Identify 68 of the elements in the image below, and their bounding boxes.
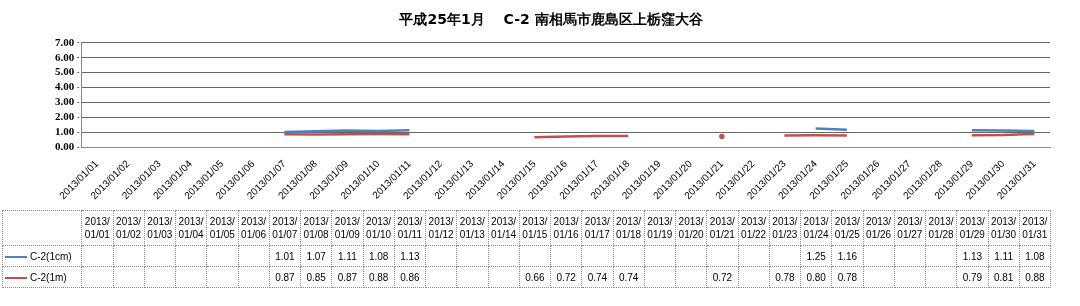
category-label: 2013/01/17 xyxy=(584,216,610,240)
data-label: 0.81 xyxy=(988,266,1020,288)
y-tick-label: 6.00 xyxy=(55,50,75,63)
category-label: 2013/01/14 xyxy=(491,216,517,240)
category-label: 2013/01/06 xyxy=(241,216,267,240)
category-label: 2013/01/23 xyxy=(772,216,798,240)
data-label: 0.66 xyxy=(519,266,551,288)
data-label: 0.87 xyxy=(331,266,363,288)
data-label: 0.88 xyxy=(1019,266,1051,288)
data-label: 1.08 xyxy=(363,245,395,267)
data-label: 1.08 xyxy=(1019,245,1051,267)
data-label: 0.86 xyxy=(394,266,426,288)
category-label: 2013/01/05 xyxy=(209,216,235,240)
data-label: 0.72 xyxy=(550,266,582,288)
data-label: 1.01 xyxy=(269,245,301,267)
data-label: 1.16 xyxy=(831,245,863,267)
category-label: 2013/01/01 xyxy=(84,216,110,240)
category-label: 2013/01/10 xyxy=(366,216,392,240)
category-label: 2013/01/02 xyxy=(116,216,142,240)
category-label: 2013/01/21 xyxy=(709,216,735,240)
data-label: 0.85 xyxy=(300,266,332,288)
category-label: 2013/01/31 xyxy=(1022,216,1048,240)
category-label: 2013/01/13 xyxy=(459,216,485,240)
category-label: 2013/01/07 xyxy=(272,216,298,240)
legend-label: C-2(1cm) xyxy=(2,245,82,267)
category-label: 2013/01/12 xyxy=(428,216,454,240)
y-tick-label: 4.00 xyxy=(55,80,75,93)
category-label: 2013/01/29 xyxy=(959,216,985,240)
data-label: 1.13 xyxy=(394,245,426,267)
data-label: 1.11 xyxy=(988,245,1020,267)
category-label: 2013/01/15 xyxy=(522,216,548,240)
category-label: 2013/01/04 xyxy=(178,216,204,240)
category-label: 2013/01/26 xyxy=(866,216,892,240)
y-tick-label: 5.00 xyxy=(55,65,75,78)
y-tick-label: 7.00 xyxy=(55,35,75,48)
category-label: 2013/01/24 xyxy=(803,216,829,240)
data-label: 0.72 xyxy=(706,266,738,288)
data-label: 0.80 xyxy=(800,266,832,288)
data-label: 0.74 xyxy=(581,266,613,288)
y-tick-label: 2.00 xyxy=(55,110,75,123)
category-label: 2013/01/18 xyxy=(616,216,642,240)
category-label: 2013/01/22 xyxy=(741,216,767,240)
data-label: 0.79 xyxy=(956,266,988,288)
chart-title: 平成25年1月 C-2 南相馬市鹿島区上栃窪大谷 xyxy=(398,11,704,28)
y-tick-label: 1.00 xyxy=(55,125,75,138)
category-label: 2013/01/19 xyxy=(647,216,673,240)
y-tick-label: 3.00 xyxy=(55,95,75,108)
y-tick-label: 0.00 xyxy=(55,139,75,152)
category-label: 2013/01/28 xyxy=(928,216,954,240)
data-label: 1.07 xyxy=(300,245,332,267)
data-label: 0.78 xyxy=(769,266,801,288)
data-label: 0.87 xyxy=(269,266,301,288)
data-label: 0.74 xyxy=(613,266,645,288)
data-label: 0.78 xyxy=(831,266,863,288)
category-label: 2013/01/30 xyxy=(991,216,1017,240)
category-label: 2013/01/25 xyxy=(834,216,860,240)
data-label: 1.25 xyxy=(800,245,832,267)
category-label: 2013/01/09 xyxy=(334,216,360,240)
category-label: 2013/01/27 xyxy=(897,216,923,240)
data-label: 1.11 xyxy=(331,245,363,267)
category-label: 2013/01/11 xyxy=(397,216,423,240)
data-label: 1.13 xyxy=(956,245,988,267)
category-label: 2013/01/03 xyxy=(147,216,173,240)
legend-label: C-2(1m) xyxy=(2,266,82,288)
data-label: 0.88 xyxy=(363,266,395,288)
category-label: 2013/01/16 xyxy=(553,216,579,240)
category-label: 2013/01/20 xyxy=(678,216,704,240)
category-label: 2013/01/08 xyxy=(303,216,329,240)
